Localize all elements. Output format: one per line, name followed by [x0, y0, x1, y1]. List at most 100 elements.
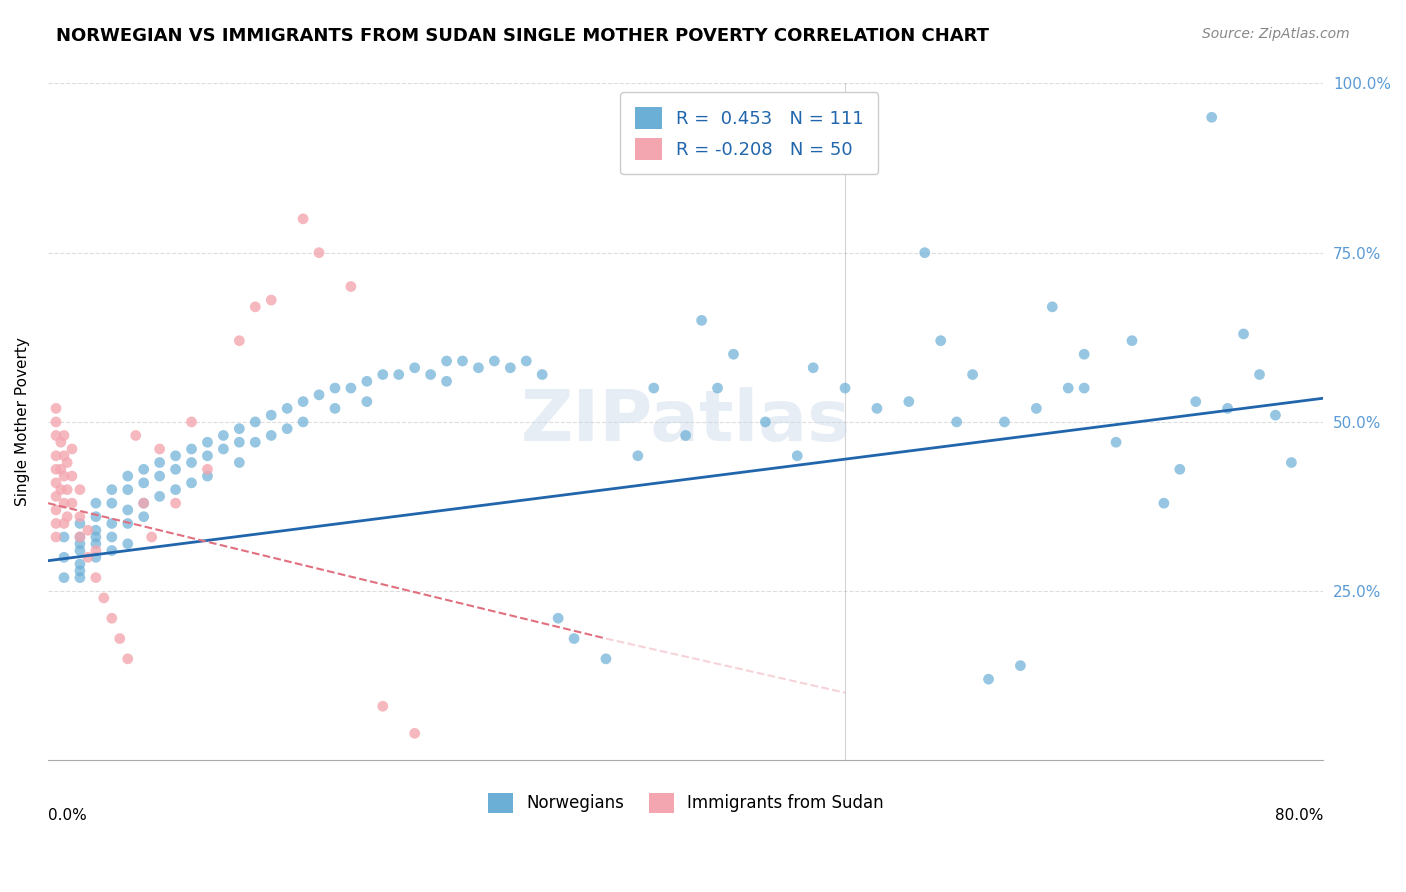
Point	[53, 496, 76, 510]
Point	[499, 360, 522, 375]
Point	[56, 483, 79, 497]
Point	[84, 509, 107, 524]
Point	[101, 530, 124, 544]
Point	[84, 543, 107, 558]
Point	[60, 442, 83, 456]
Point	[132, 509, 155, 524]
Point	[308, 245, 330, 260]
Point	[228, 422, 250, 436]
Point	[212, 428, 235, 442]
Point	[53, 550, 76, 565]
Point	[149, 489, 172, 503]
Point	[117, 516, 139, 531]
Point	[308, 388, 330, 402]
Point	[56, 456, 79, 470]
Point	[228, 456, 250, 470]
Point	[60, 496, 83, 510]
Point	[643, 381, 665, 395]
Point	[101, 483, 124, 497]
Point	[165, 496, 187, 510]
Point	[53, 516, 76, 531]
Point	[228, 435, 250, 450]
Point	[323, 381, 346, 395]
Point	[53, 530, 76, 544]
Point	[212, 442, 235, 456]
Point	[69, 530, 91, 544]
Text: 0.0%: 0.0%	[48, 808, 87, 822]
Point	[101, 543, 124, 558]
Point	[60, 469, 83, 483]
Point	[962, 368, 984, 382]
Point	[45, 462, 67, 476]
Point	[245, 300, 267, 314]
Point	[356, 394, 378, 409]
Point	[45, 415, 67, 429]
Text: NORWEGIAN VS IMMIGRANTS FROM SUDAN SINGLE MOTHER POVERTY CORRELATION CHART: NORWEGIAN VS IMMIGRANTS FROM SUDAN SINGL…	[56, 27, 990, 45]
Point	[706, 381, 728, 395]
Point	[897, 394, 920, 409]
Point	[1073, 347, 1095, 361]
Point	[690, 313, 713, 327]
Point	[132, 496, 155, 510]
Point	[69, 530, 91, 544]
Point	[404, 360, 426, 375]
Point	[371, 368, 394, 382]
Point	[84, 537, 107, 551]
Point	[141, 530, 163, 544]
Point	[292, 415, 315, 429]
Point	[180, 442, 202, 456]
Point	[101, 496, 124, 510]
Point	[1216, 401, 1239, 416]
Point	[562, 632, 585, 646]
Point	[77, 523, 100, 537]
Point	[1073, 381, 1095, 395]
Point	[675, 428, 697, 442]
Point	[914, 245, 936, 260]
Point	[165, 483, 187, 497]
Point	[45, 428, 67, 442]
Point	[84, 530, 107, 544]
Point	[117, 537, 139, 551]
Point	[45, 401, 67, 416]
Point	[117, 469, 139, 483]
Point	[117, 503, 139, 517]
Point	[69, 509, 91, 524]
Point	[77, 550, 100, 565]
Point	[1184, 394, 1206, 409]
Point	[45, 530, 67, 544]
Point	[866, 401, 889, 416]
Point	[180, 475, 202, 490]
Point	[197, 449, 219, 463]
Point	[180, 415, 202, 429]
Point	[165, 462, 187, 476]
Point	[45, 489, 67, 503]
Point	[1279, 456, 1302, 470]
Legend: R =  0.453   N = 111, R = -0.208   N = 50: R = 0.453 N = 111, R = -0.208 N = 50	[620, 93, 879, 175]
Point	[1010, 658, 1032, 673]
Text: 80.0%: 80.0%	[1275, 808, 1323, 822]
Point	[595, 652, 617, 666]
Point	[53, 469, 76, 483]
Point	[276, 422, 298, 436]
Point	[1121, 334, 1143, 348]
Point	[404, 726, 426, 740]
Point	[801, 360, 824, 375]
Point	[419, 368, 441, 382]
Point	[276, 401, 298, 416]
Point	[84, 496, 107, 510]
Point	[436, 374, 458, 388]
Text: Source: ZipAtlas.com: Source: ZipAtlas.com	[1202, 27, 1350, 41]
Point	[1168, 462, 1191, 476]
Point	[945, 415, 967, 429]
Point	[260, 428, 283, 442]
Point	[56, 509, 79, 524]
Point	[93, 591, 115, 605]
Point	[132, 462, 155, 476]
Point	[834, 381, 856, 395]
Point	[149, 469, 172, 483]
Point	[69, 571, 91, 585]
Point	[69, 483, 91, 497]
Point	[388, 368, 411, 382]
Point	[117, 652, 139, 666]
Point	[228, 334, 250, 348]
